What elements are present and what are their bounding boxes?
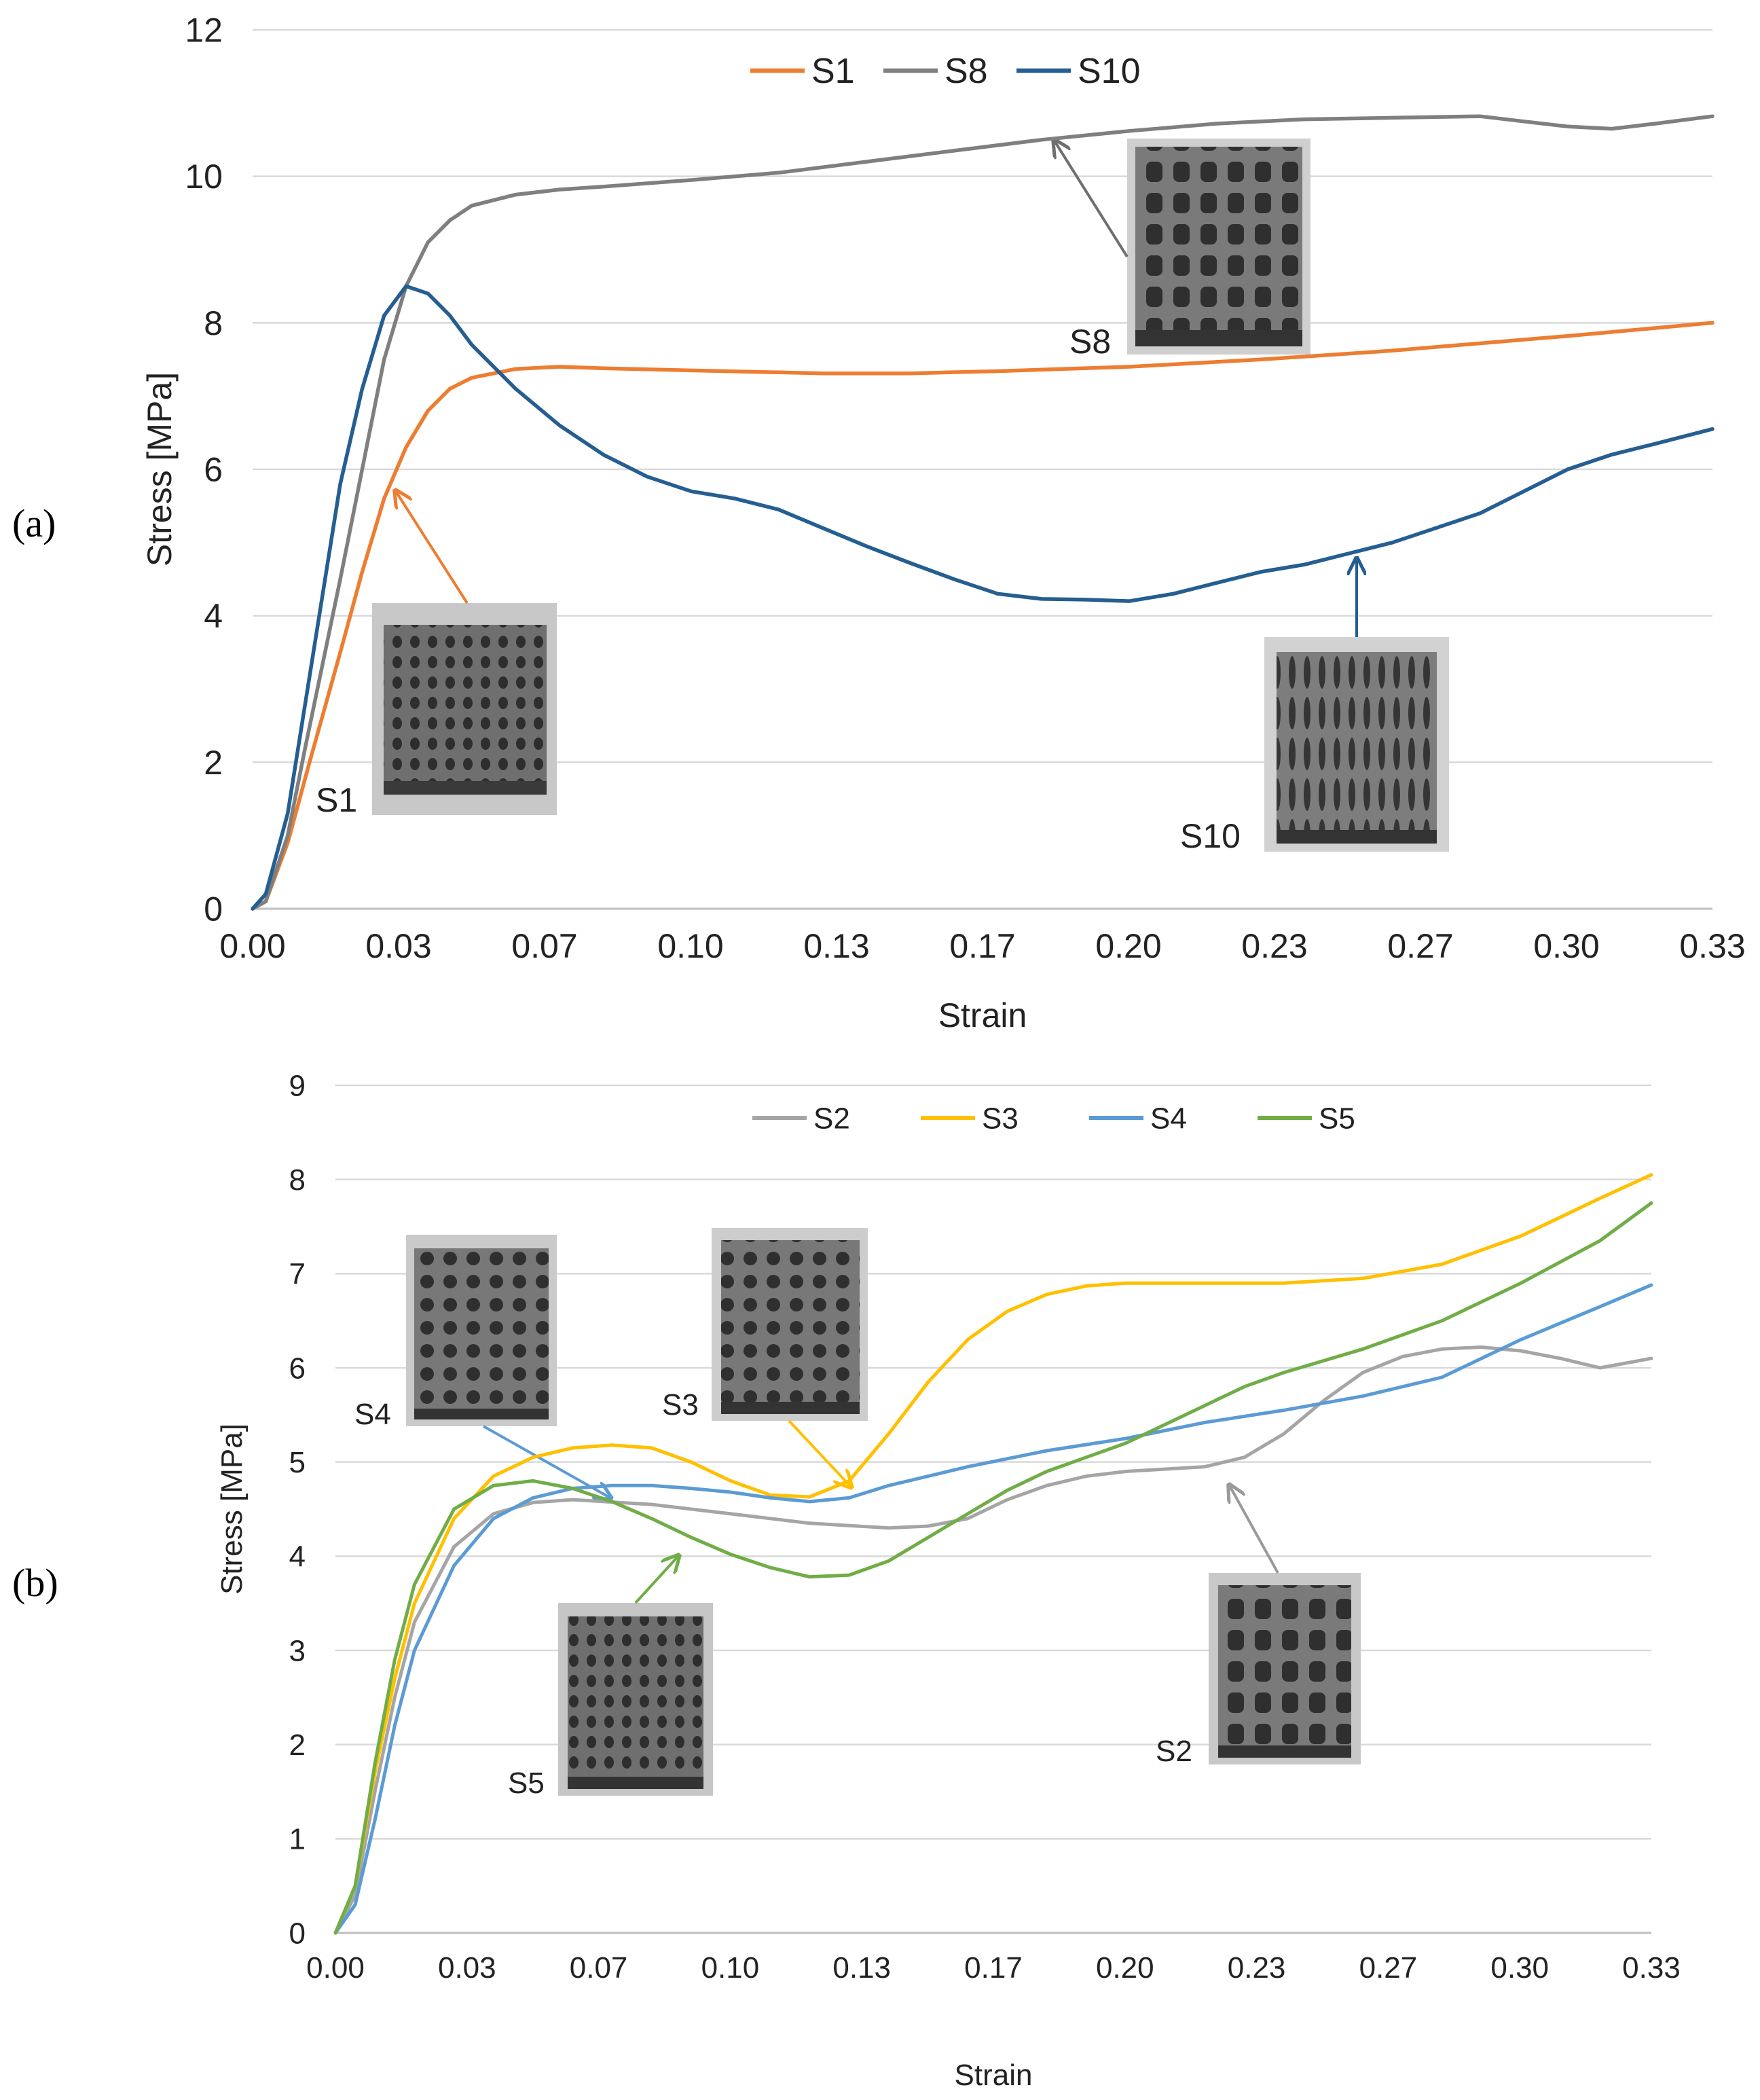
y-tick-label: 9: [289, 1069, 306, 1102]
y-tick-label: 2: [289, 1728, 306, 1762]
x-tick-label: 0.07: [511, 927, 577, 965]
x-tick-label: 0.27: [1359, 1951, 1418, 1985]
panel-tag-b: (b): [12, 1561, 58, 1605]
arrow-s5: [634, 1555, 679, 1604]
x-tick-label: 0.30: [1490, 1951, 1549, 1985]
arrow-s1: [395, 490, 469, 604]
arrow-s2: [1229, 1485, 1279, 1574]
legend: S2 S3 S4 S5: [752, 1102, 1355, 1135]
series-line-s3: [333, 1173, 1653, 1935]
x-tick-label: 0.10: [657, 927, 723, 965]
specimen-image-s8: [1127, 139, 1310, 355]
legend-label-s4: S4: [1150, 1102, 1187, 1135]
series-lines: [251, 114, 1715, 911]
inset-label-s4: S4: [354, 1398, 391, 1431]
series-line-s1: [251, 321, 1715, 911]
inset-label-s3: S3: [662, 1388, 699, 1422]
specimen-image-s4: [406, 1235, 557, 1426]
arrow-s8: [1054, 140, 1129, 258]
x-tick-label: 0.13: [832, 1951, 891, 1985]
y-tick-label: 4: [204, 597, 223, 635]
panel-tag-a: (a): [12, 501, 56, 545]
y-tick-labels: 0 2 4 6 8 10 12: [185, 12, 223, 928]
y-tick-label: 6: [204, 451, 223, 489]
x-axis-title: Strain: [938, 996, 1027, 1034]
y-tick-label: 3: [289, 1634, 306, 1667]
x-tick-label: 0.03: [438, 1951, 496, 1985]
y-tick-label: 2: [204, 744, 223, 782]
legend-label-s3: S3: [982, 1102, 1019, 1135]
x-tick-label: 0.17: [964, 1951, 1023, 1985]
y-tick-label: 5: [289, 1446, 306, 1479]
y-tick-label: 12: [185, 12, 223, 50]
legend-label-s10: S10: [1078, 52, 1141, 91]
x-axis-title: Strain: [955, 2059, 1033, 2092]
y-tick-labels: 0 1 2 3 4 5 6 7 8 9: [289, 1069, 306, 1950]
y-tick-label: 1: [289, 1823, 306, 1856]
x-tick-label: 0.33: [1622, 1951, 1681, 1985]
specimen-image-s1: [372, 603, 557, 815]
y-tick-label: 4: [289, 1540, 306, 1574]
x-tick-label: 0.17: [949, 927, 1015, 965]
x-tick-label: 0.33: [1679, 927, 1745, 965]
x-tick-labels: 0.00 0.03 0.07 0.10 0.13 0.17 0.20 0.23 0.27 0.30…: [306, 1951, 1681, 1985]
series-lines: [333, 1173, 1653, 1935]
y-tick-label: 6: [289, 1352, 306, 1385]
specimen-image-s2: [1209, 1573, 1361, 1764]
y-tick-label: 7: [289, 1258, 306, 1291]
legend-label-s2: S2: [813, 1102, 850, 1135]
y-tick-label: 8: [204, 304, 223, 342]
x-tick-label: 0.00: [219, 927, 285, 965]
x-tick-label: 0.03: [365, 927, 431, 965]
inset-label-s8: S8: [1069, 323, 1111, 361]
inset-label-s2: S2: [1156, 1735, 1192, 1768]
arrow-s3: [788, 1419, 851, 1487]
series-line-s10: [251, 284, 1715, 911]
series-line-s5: [333, 1201, 1653, 1935]
x-tick-label: 0.10: [701, 1951, 760, 1985]
x-tick-label: 0.20: [1095, 927, 1161, 965]
y-axis-title: Stress [MPa]: [141, 372, 179, 566]
x-tick-label: 0.23: [1228, 1951, 1286, 1985]
inset-label-s10: S10: [1180, 817, 1241, 855]
x-tick-label: 0.23: [1241, 927, 1307, 965]
legend-label-s8: S8: [945, 52, 988, 91]
series-line-s2: [333, 1345, 1653, 1935]
x-tick-label: 0.13: [803, 927, 869, 965]
y-tick-label: 0: [204, 890, 223, 928]
x-tick-label: 0.30: [1533, 927, 1599, 965]
specimen-image-s5: [558, 1603, 713, 1796]
series-line-s4: [333, 1283, 1653, 1935]
legend-label-s1: S1: [811, 52, 855, 91]
specimen-image-s3: [712, 1228, 868, 1421]
y-axis-title: Stress [MPa]: [215, 1424, 249, 1595]
y-tick-label: 8: [289, 1163, 306, 1197]
series-line-s8: [251, 114, 1715, 911]
x-tick-label: 0.00: [306, 1951, 365, 1985]
x-tick-label: 0.07: [570, 1951, 628, 1985]
inset-label-s1: S1: [316, 781, 357, 819]
x-tick-label: 0.20: [1096, 1951, 1154, 1985]
legend: S1 S8 S10: [750, 52, 1141, 91]
specimen-image-s10: [1264, 637, 1449, 852]
y-gridlines: [335, 1084, 1651, 1840]
legend-label-s5: S5: [1319, 1102, 1355, 1135]
x-tick-labels: 0.00 0.03 0.07 0.10 0.13 0.17 0.20 0.23 0.27 0.30…: [219, 927, 1745, 965]
y-tick-label: 10: [185, 158, 223, 196]
x-tick-label: 0.27: [1387, 927, 1453, 965]
y-tick-label: 0: [289, 1917, 306, 1950]
inset-label-s5: S5: [508, 1767, 545, 1800]
